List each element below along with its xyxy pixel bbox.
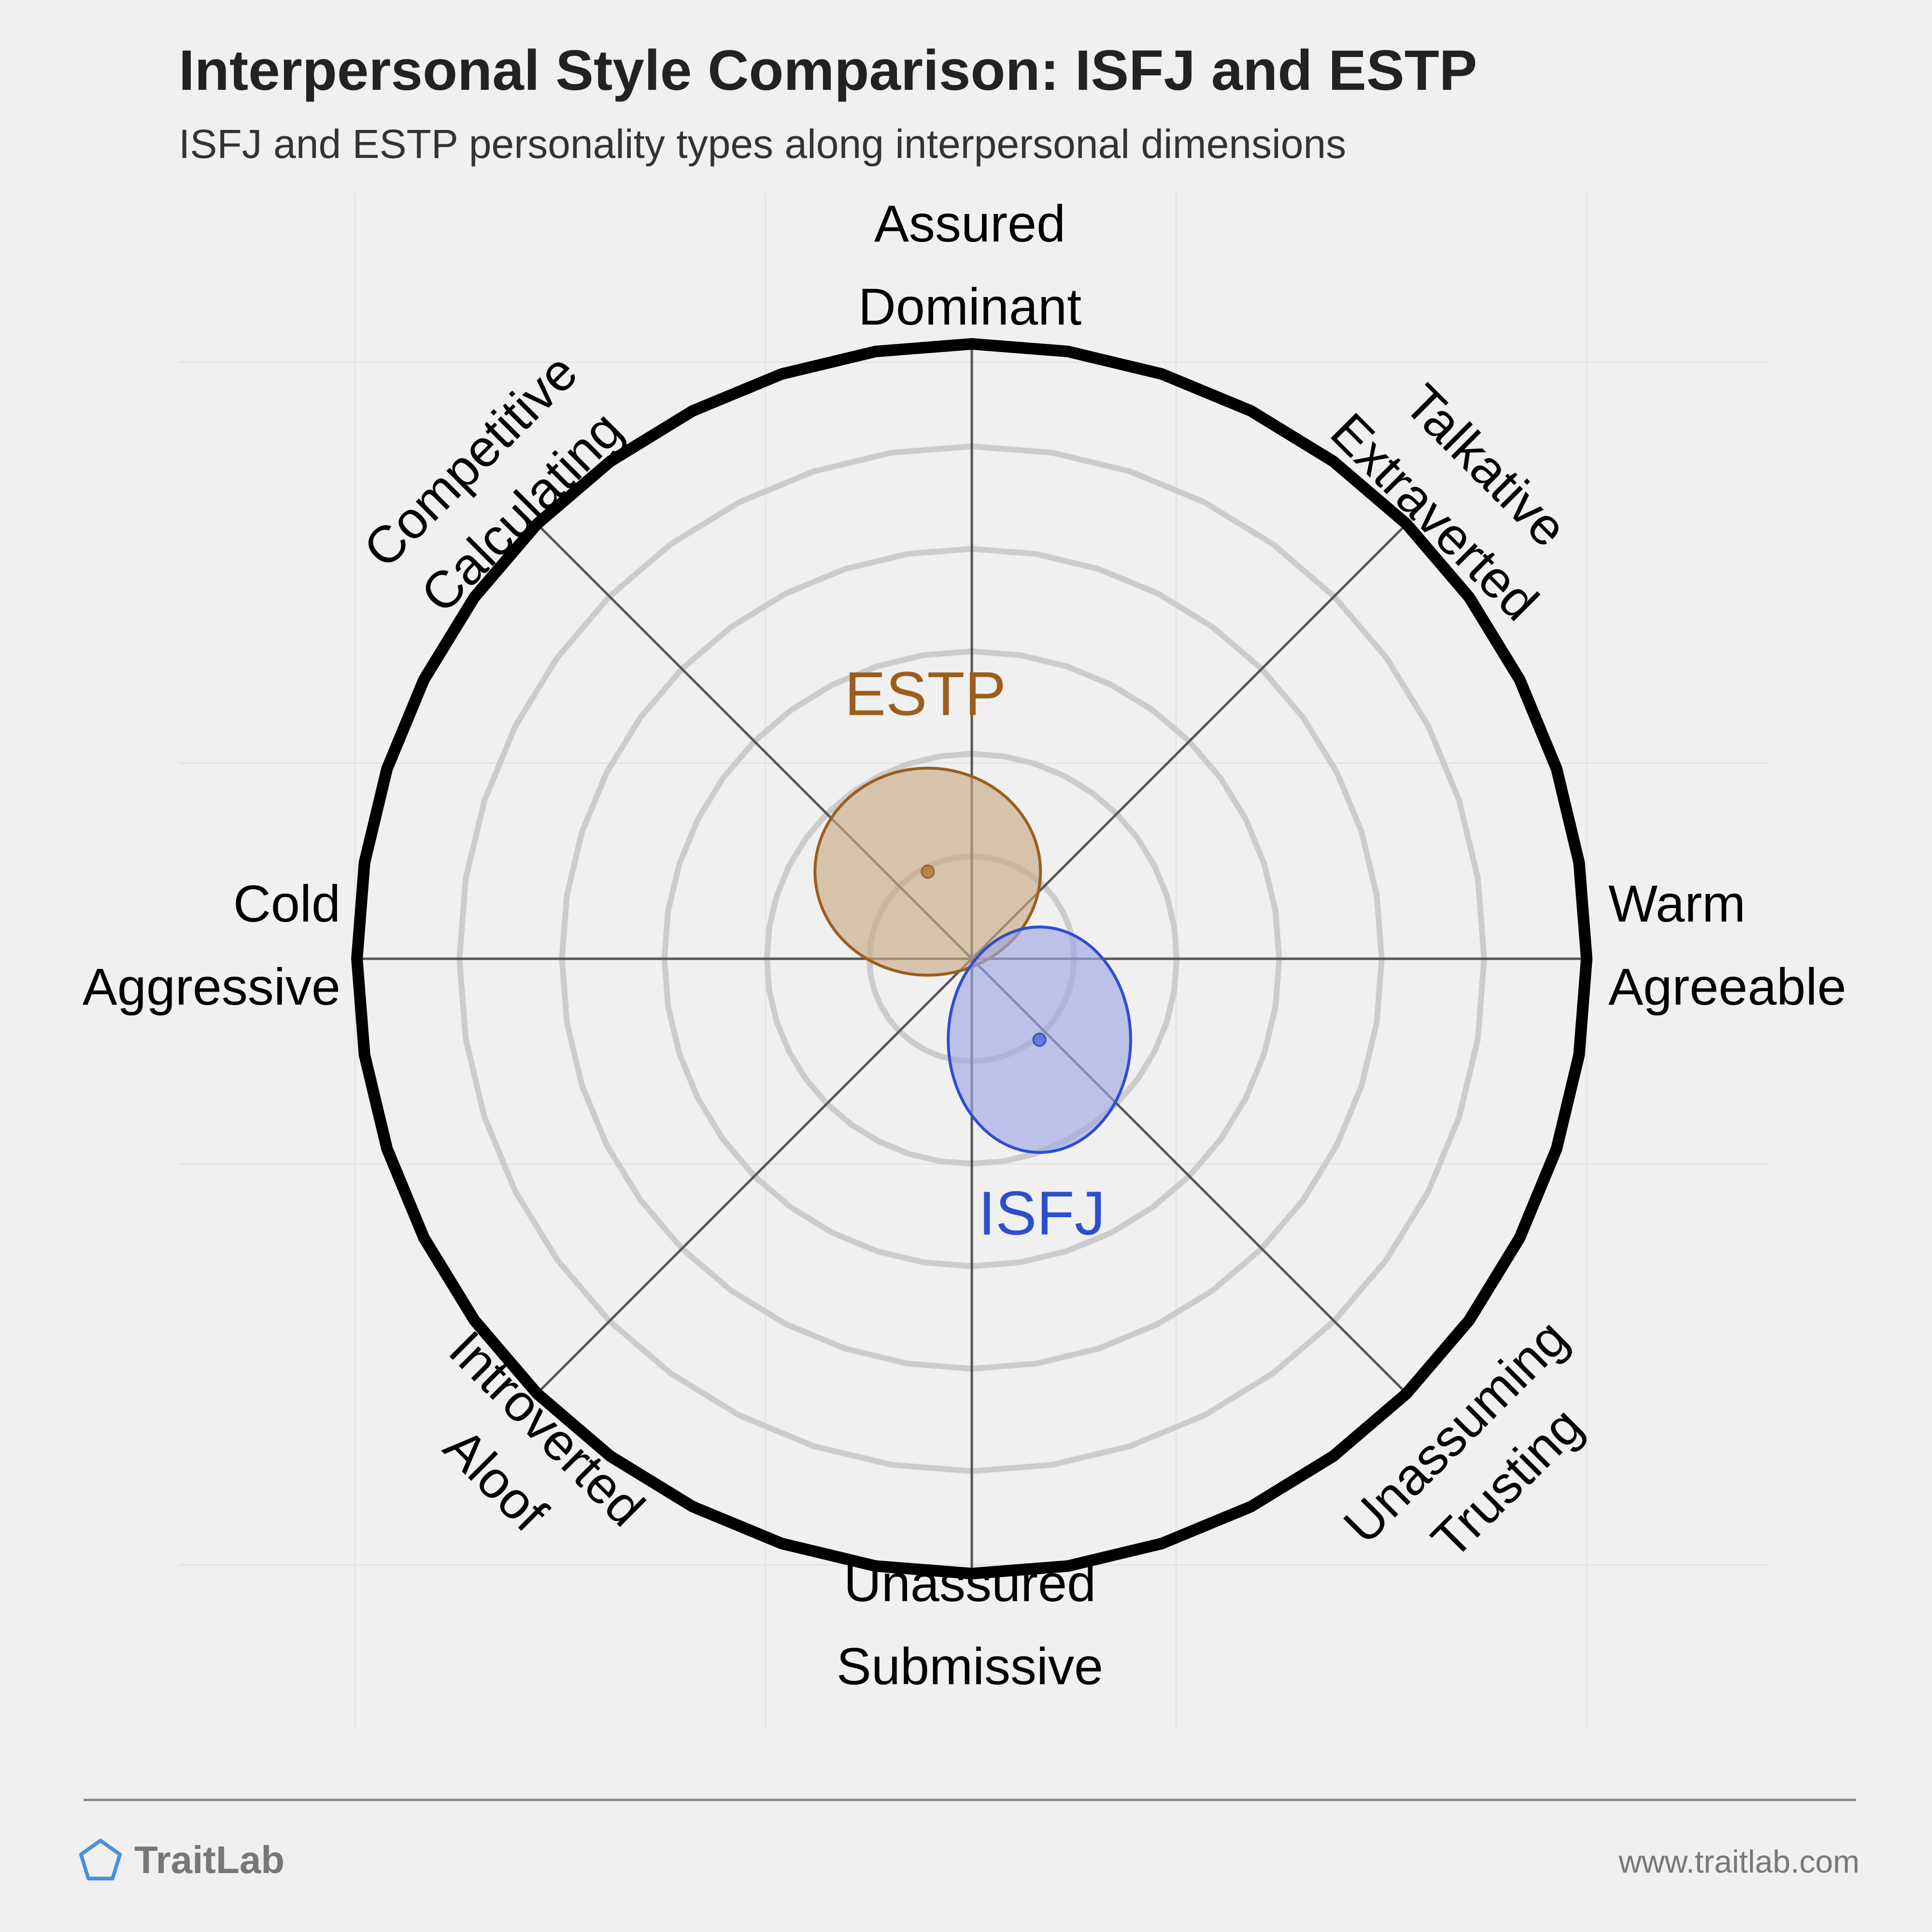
pentagon-icon [79,1838,122,1881]
axis-label-dominant: Dominant [858,277,1081,336]
axis-label-bottom: Unassured Submissive [837,1554,1103,1695]
estp-center-point [921,865,935,879]
axis-label-aggressive: Aggressive [83,957,341,1016]
axis-label-agreeable: Agreeable [1608,957,1846,1016]
footer-divider [84,1799,1856,1801]
axis-label-warm: Warm [1608,874,1746,933]
estp-label: ESTP [845,659,1006,728]
axis-label-assured: Assured [874,194,1065,253]
axis-label-top: Assured Dominant [858,194,1081,336]
isfj-label: ISFJ [978,1179,1105,1248]
brand-name: TraitLab [134,1838,285,1881]
axis-label-unassured: Unassured [844,1554,1096,1612]
axis-label-left: Cold Aggressive [83,874,341,1016]
chart-subtitle: ISFJ and ESTP personality types along in… [179,121,1347,167]
axis-label-cold: Cold [233,874,341,933]
brand-logo[interactable]: TraitLab [77,1833,284,1887]
site-url[interactable]: www.traitlab.com [1619,1844,1860,1879]
axis-label-right: Warm Agreeable [1608,874,1846,1016]
type-marks: ESTP ISFJ [813,659,1132,1248]
outer-ring [351,338,1592,1579]
outer-boundary [351,338,1592,1579]
axis-label-submissive: Submissive [837,1637,1103,1695]
isfj-center-point [1032,1033,1047,1047]
chart-title: Interpersonal Style Comparison: ISFJ and… [179,39,1477,102]
